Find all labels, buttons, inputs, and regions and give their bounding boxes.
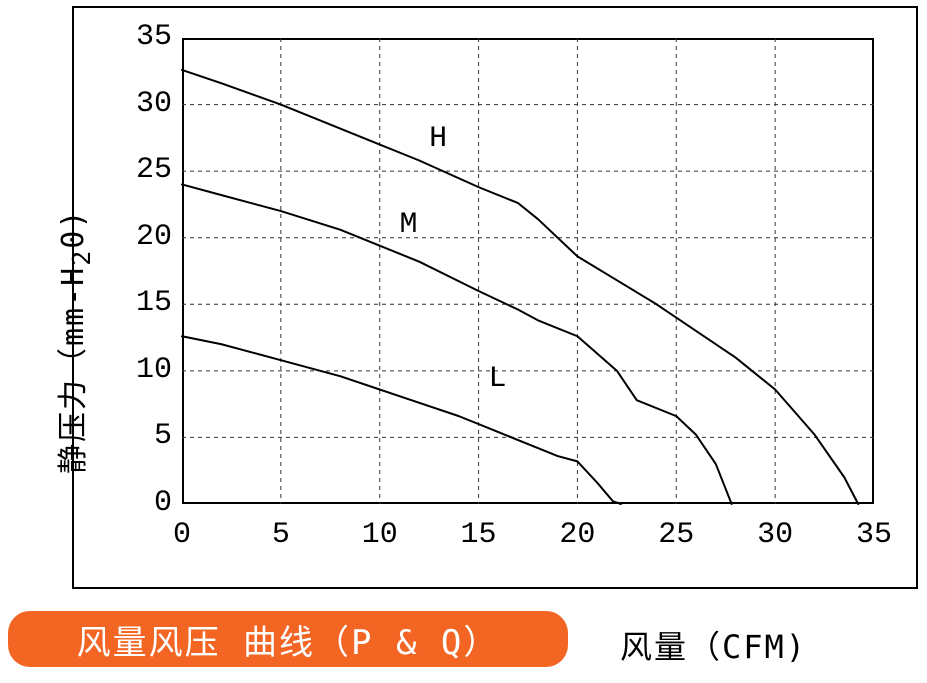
series-label-m: M — [399, 208, 417, 242]
y-tick-label: 5 — [112, 419, 172, 453]
y-tick-label: 0 — [112, 486, 172, 520]
x-tick-label: 10 — [350, 518, 410, 552]
x-tick-label: 30 — [745, 518, 805, 552]
series-label-l: L — [488, 362, 506, 396]
x-tick-label: 20 — [547, 518, 607, 552]
y-tick-label: 25 — [112, 153, 172, 187]
title-banner: 风量风压 曲线（P & Q） — [8, 611, 568, 667]
x-tick-label: 0 — [152, 518, 212, 552]
x-tick-label: 25 — [646, 518, 706, 552]
y-tick-label: 20 — [112, 220, 172, 254]
y-tick-label: 30 — [112, 87, 172, 121]
series-label-h: H — [429, 122, 447, 156]
x-tick-label: 5 — [251, 518, 311, 552]
y-tick-label: 35 — [112, 20, 172, 54]
y-tick-label: 10 — [112, 353, 172, 387]
x-tick-label: 35 — [844, 518, 904, 552]
x-axis-label: 风量（CFM) — [620, 622, 807, 668]
y-tick-label: 15 — [112, 286, 172, 320]
x-tick-label: 15 — [449, 518, 509, 552]
